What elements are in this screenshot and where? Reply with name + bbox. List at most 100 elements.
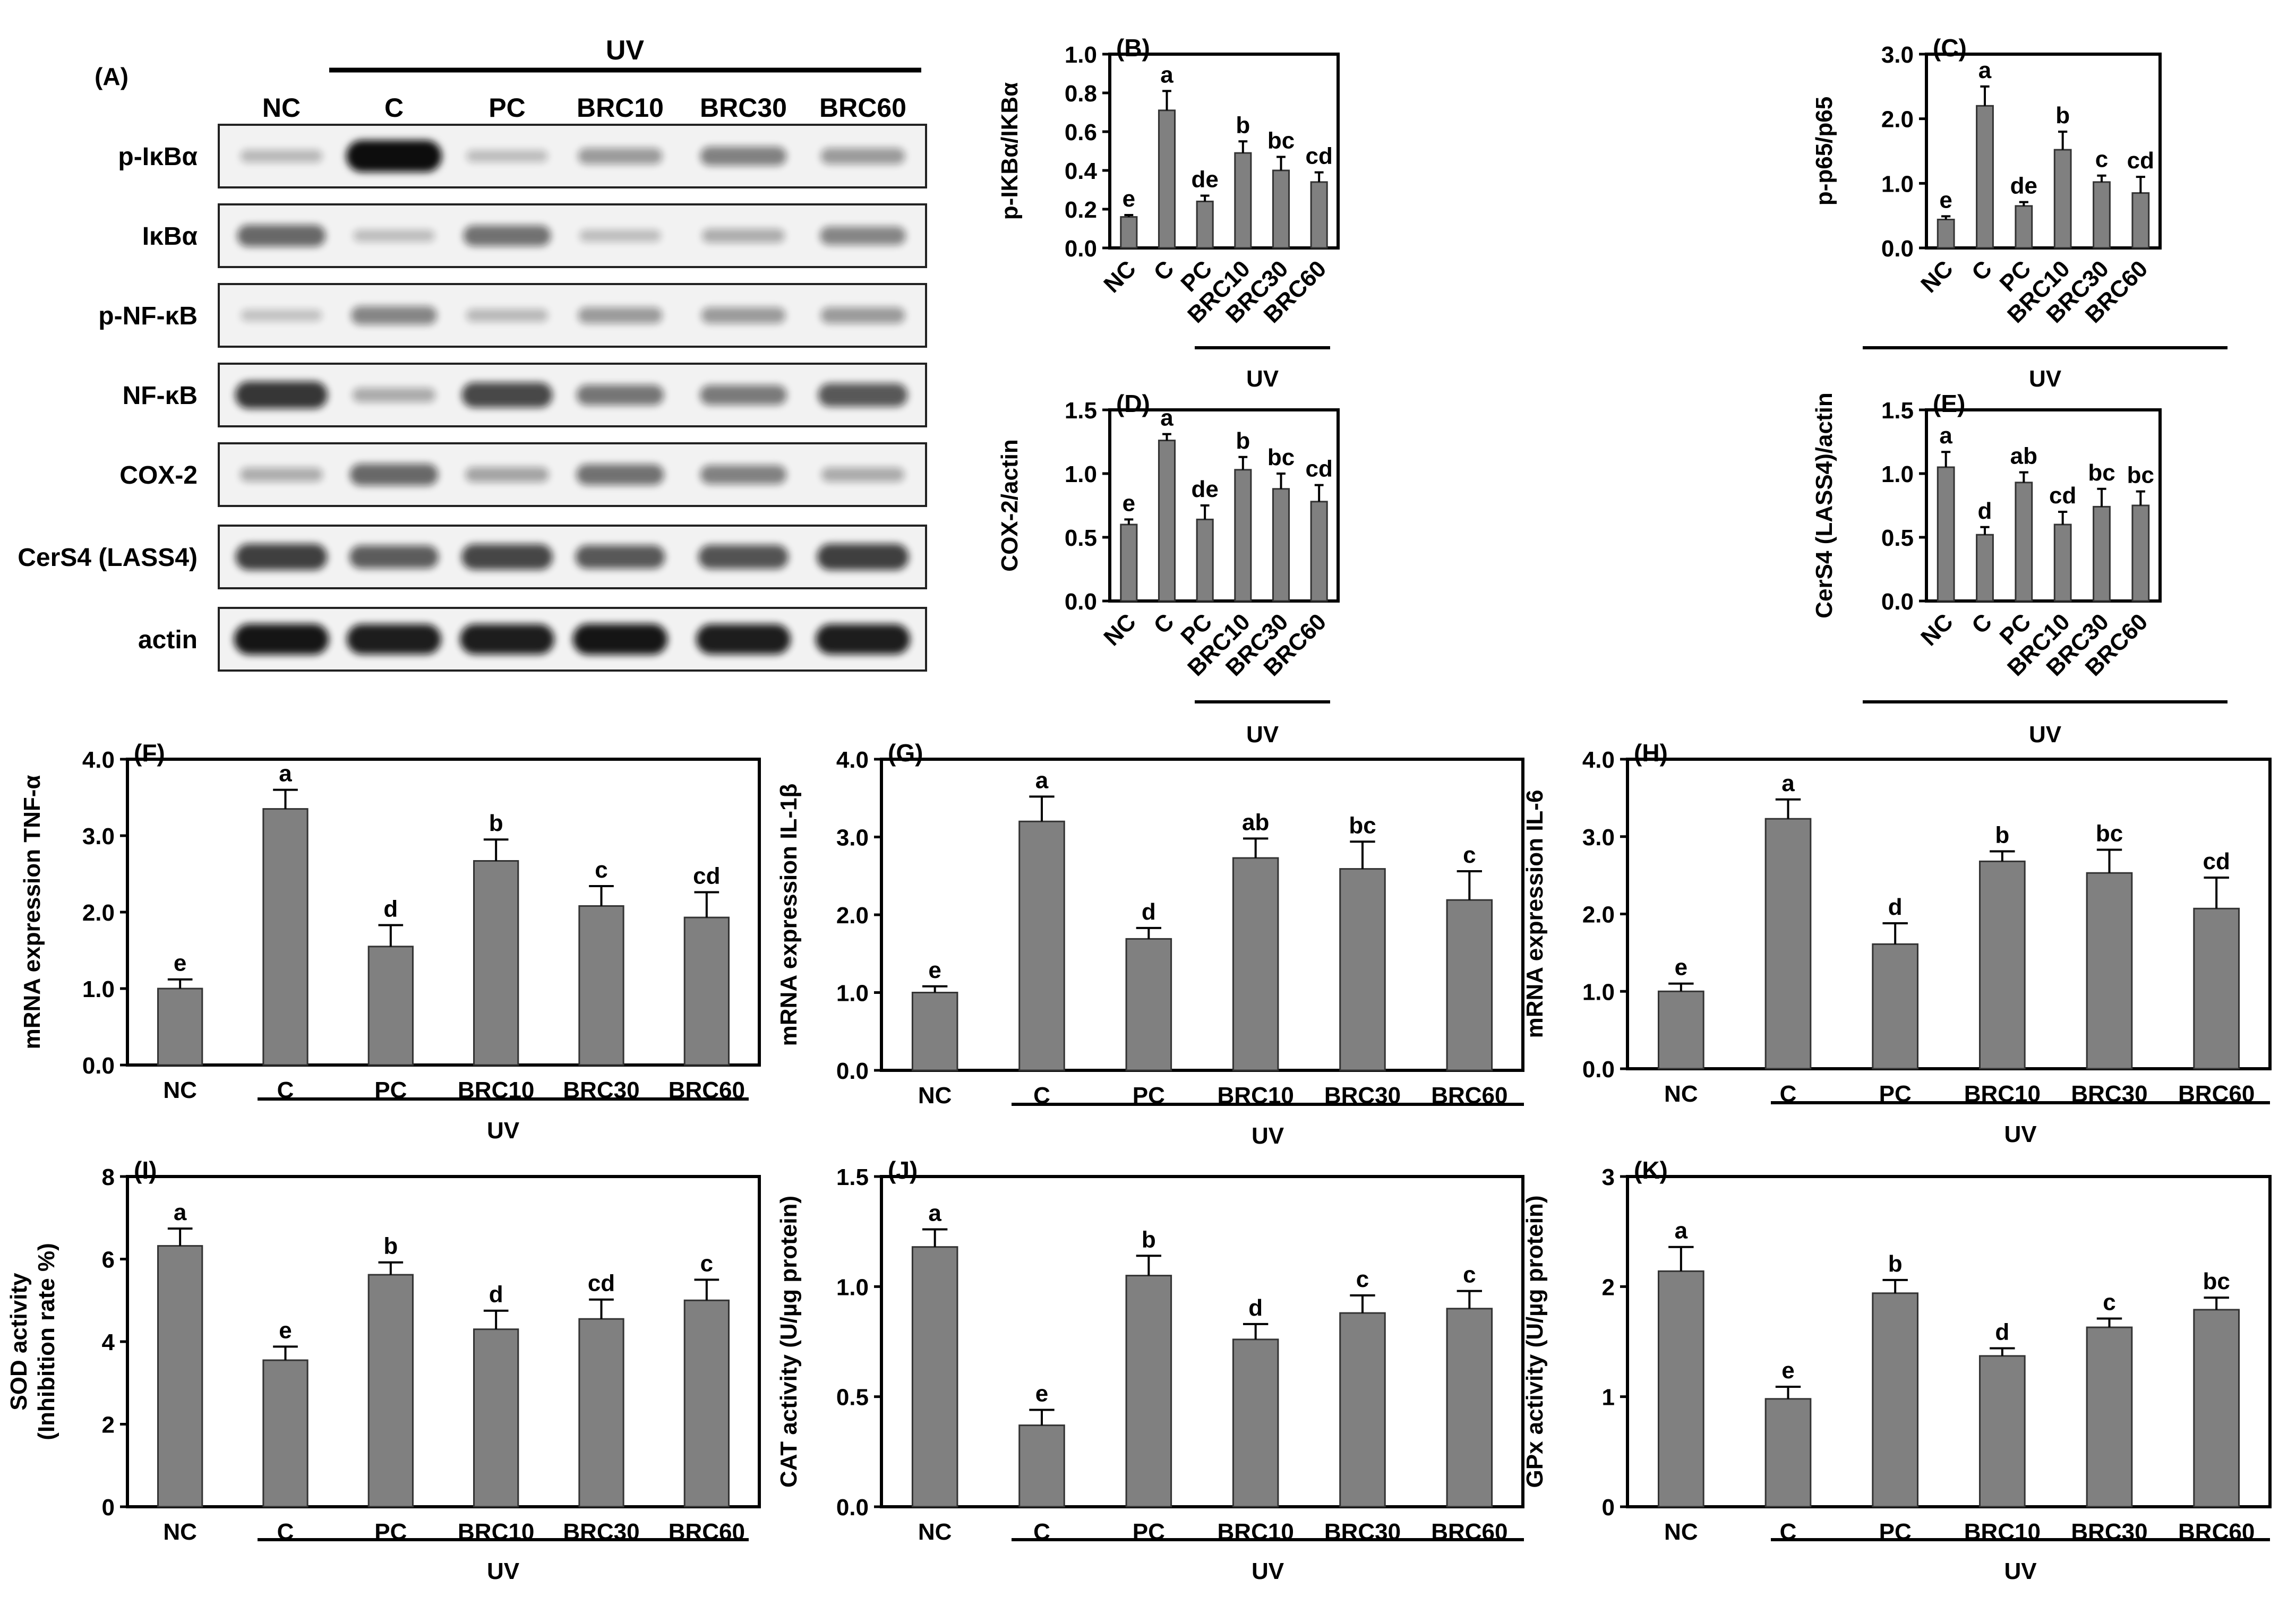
y-tick-label: 3.0 — [82, 823, 115, 849]
bar-chart-d: 0.00.51.01.5 (D)COX-2/actin eNCaCdePCbBRC1… — [997, 390, 1340, 748]
blot-band — [702, 228, 785, 243]
plot-frame — [1108, 53, 1340, 250]
y-tick-label: 2.0 — [1881, 107, 1914, 133]
x-tick-label: NC — [1099, 608, 1141, 651]
bar — [2131, 192, 2150, 249]
blot-band — [578, 148, 663, 165]
bar-chart-c: 0.01.02.03.0 (C)p-p65/p65 eNCaCdePCbBRC10c… — [1811, 34, 2228, 392]
blot-row: CerS4 (LASS4) — [18, 525, 927, 589]
bar — [1339, 868, 1386, 1071]
uv-bracket-label: UV — [2029, 722, 2062, 748]
bar-chart-j: 0.0 0.5 1.0 1.5 (J) CAT activity (U/µg protei… — [776, 1156, 1524, 1584]
bar — [1657, 1270, 1704, 1508]
blot-row: COX-2 — [119, 442, 927, 507]
significance-letter: bc — [2088, 460, 2115, 486]
panel-label: (J) — [888, 1156, 918, 1184]
blot-band — [818, 383, 908, 407]
significance-letter: d — [1978, 498, 1992, 524]
blot-band — [700, 385, 787, 405]
bar — [1446, 899, 1493, 1071]
blot-band — [465, 467, 549, 483]
blot-band — [576, 464, 664, 485]
blot-membrane-box — [218, 525, 927, 589]
y-tick-label: 0.0 — [1582, 1057, 1615, 1083]
y-tick-label: 0.5 — [1881, 525, 1914, 551]
bar — [1976, 534, 1994, 602]
x-tick-label: NC — [1664, 1519, 1698, 1545]
y-tick-label: 1.5 — [1881, 398, 1914, 424]
x-tick-label: NC — [1916, 255, 1958, 298]
bar — [1120, 523, 1138, 602]
bar — [911, 992, 958, 1071]
uv-bracket-label: UV — [1252, 1123, 1284, 1149]
uv-bracket-label: UV — [487, 1558, 520, 1584]
panel-label: (G) — [888, 739, 923, 767]
bar — [1976, 105, 1994, 249]
y-tick-label: 2.0 — [82, 900, 115, 926]
significance-letter: a — [1978, 57, 1992, 83]
bar — [1158, 109, 1176, 249]
y-tick-label: 0.5 — [1065, 525, 1097, 551]
significance-letter: c — [1356, 1266, 1369, 1292]
y-axis-title: p-p65/p65 — [1811, 97, 1837, 205]
y-tick-label: 1.0 — [836, 981, 869, 1007]
blot-band — [820, 307, 905, 324]
bar — [2053, 149, 2072, 249]
panel-label: (F) — [134, 739, 165, 767]
bar — [1158, 440, 1176, 602]
bar — [1018, 1424, 1065, 1508]
significance-letter: cd — [2127, 148, 2154, 174]
bar — [2015, 205, 2033, 249]
significance-letter: d — [383, 896, 398, 922]
lane-label-brc30: BRC30 — [700, 93, 787, 123]
significance-letter: bc — [1267, 444, 1295, 470]
blot-band — [234, 624, 329, 655]
y-axis-title: mRNA expression IL-1β — [776, 784, 802, 1046]
bar — [157, 988, 203, 1066]
y-tick-label: 1.5 — [836, 1164, 869, 1190]
x-tick-label: NC — [163, 1519, 197, 1545]
plot-frame — [1626, 1175, 2272, 1508]
y-tick-label: 0.0 — [836, 1058, 869, 1084]
significance-letter: cd — [588, 1270, 615, 1297]
blot-band — [237, 225, 326, 247]
significance-letter: e — [1123, 490, 1135, 516]
y-axis-title: SOD activity(Inhibition rate %) — [6, 1243, 59, 1440]
blot-band — [578, 307, 663, 324]
lane-label-c: C — [384, 93, 404, 123]
significance-letter: c — [1463, 1262, 1476, 1288]
bar — [2131, 504, 2150, 602]
plot-frame — [126, 1175, 761, 1508]
plot-frame — [1108, 408, 1340, 603]
significance-letter: e — [174, 950, 186, 976]
y-tick-label: 0.5 — [836, 1385, 869, 1411]
bar-chart-h: 0.0 1.0 2.0 3.0 4.0 (H) mRNA expression IL-6 e N… — [1522, 739, 2272, 1147]
y-axis-title: GPx activity (U/µg protein) — [1522, 1196, 1548, 1488]
significance-letter: d — [1888, 894, 1903, 920]
significance-letter: bc — [1267, 127, 1295, 153]
bar — [157, 1245, 203, 1508]
panel-label: (K) — [1634, 1156, 1668, 1184]
significance-letter: d — [1248, 1295, 1263, 1321]
bar — [1764, 1398, 1812, 1508]
plot-frame — [1925, 53, 2162, 250]
blot-band — [698, 545, 789, 569]
significance-letter: b — [1236, 112, 1250, 138]
significance-letter: b — [1995, 822, 2009, 848]
y-tick-label: 1.0 — [1582, 979, 1615, 1005]
bar — [1120, 216, 1138, 249]
blot-row-label: COX-2 — [119, 461, 198, 490]
bar — [1657, 990, 1704, 1070]
bar — [2093, 505, 2111, 602]
bar — [473, 1328, 519, 1508]
plot-frame — [1626, 758, 2272, 1070]
significance-letter: bc — [2203, 1268, 2230, 1294]
bar — [367, 1274, 414, 1508]
panel-label: (I) — [134, 1156, 157, 1184]
blot-band — [353, 229, 435, 242]
significance-letter: c — [2103, 1289, 2115, 1315]
bar — [1125, 938, 1172, 1071]
significance-letter: b — [489, 810, 503, 836]
blot-membrane-box — [218, 124, 927, 188]
y-tick-label: 4.0 — [82, 747, 115, 773]
